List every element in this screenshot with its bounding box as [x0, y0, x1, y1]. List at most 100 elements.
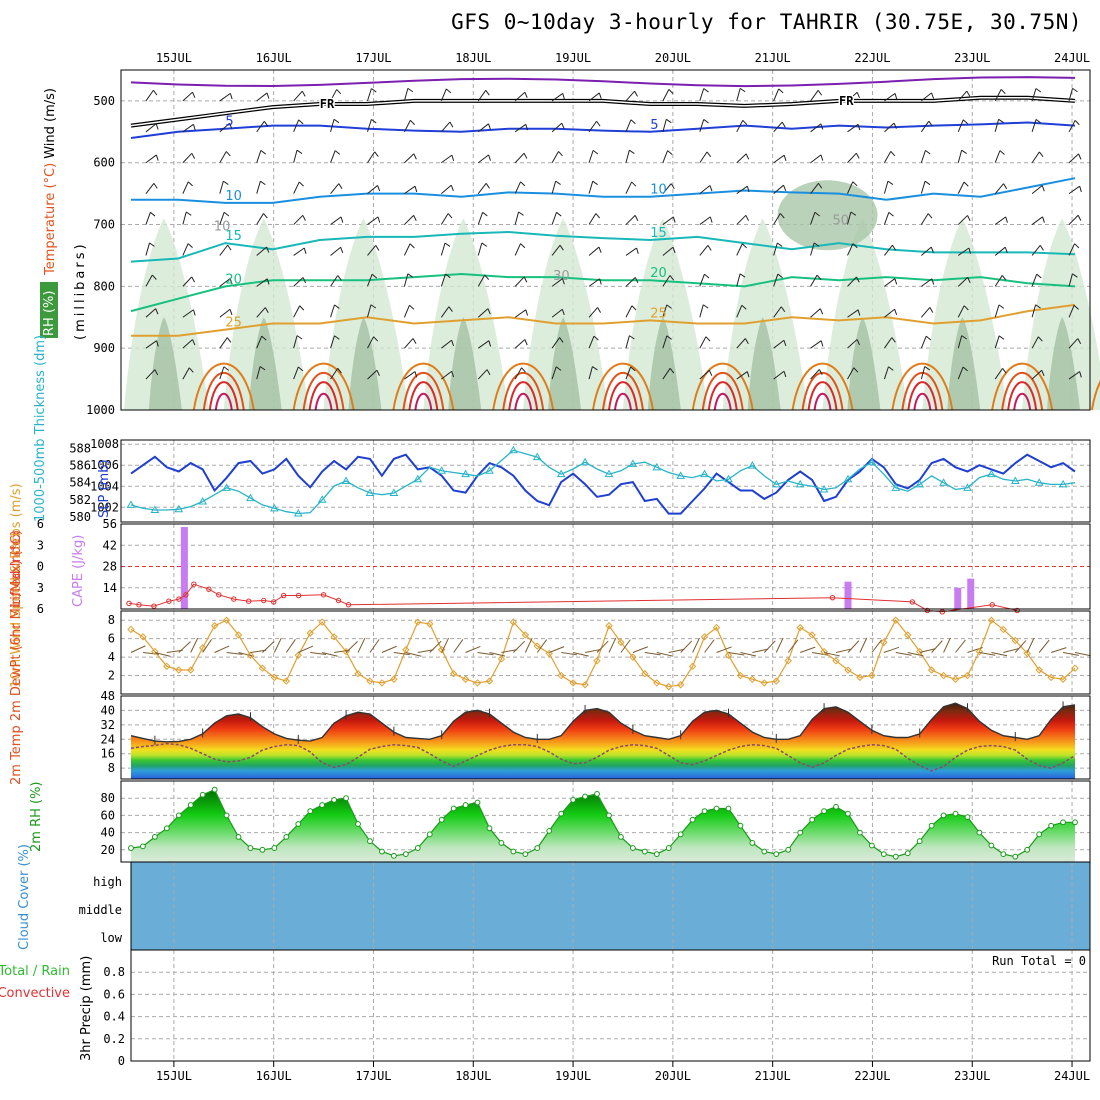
warm-isotherm-plume	[1090, 380, 1100, 411]
wind-barb-flag	[703, 119, 709, 124]
wind-barb	[588, 366, 593, 380]
wind-barb	[182, 211, 187, 225]
rh-point	[916, 838, 923, 845]
wind-barb	[403, 88, 409, 102]
warm-isotherm-plume	[402, 371, 445, 411]
rh-contour-label: 30	[553, 269, 570, 284]
wind-barb-flag	[229, 93, 233, 100]
wind-barb	[145, 154, 157, 164]
rh-shading-dense	[947, 317, 981, 410]
wind-barb	[256, 120, 265, 133]
wind-barb	[403, 305, 410, 318]
wind-barb-flag	[185, 211, 192, 216]
wind-barb-flag	[413, 215, 417, 221]
rh-shading-dense	[847, 317, 881, 410]
temp-tick-label: 48	[101, 689, 115, 703]
wind-barb-flag	[223, 211, 230, 217]
wind-speed-point	[1023, 649, 1031, 658]
wind-barb	[477, 242, 483, 256]
wind-barb	[256, 213, 264, 225]
wind-barb	[662, 335, 668, 349]
wind-barb-flag	[595, 213, 601, 219]
wind-barb	[256, 335, 263, 349]
wind-barb-flag	[414, 371, 418, 378]
wind-barb	[810, 154, 822, 164]
wind-barb	[145, 274, 153, 287]
wind-barb-flag	[813, 242, 820, 247]
rh-point	[474, 799, 481, 806]
wind-barb-flag	[302, 215, 306, 221]
wind-speed-point	[904, 631, 912, 639]
wind-barb-flag	[336, 89, 342, 95]
rh-point	[701, 808, 708, 814]
wind-barb-flag	[707, 245, 712, 251]
wind-barb	[477, 340, 490, 349]
wind-speed-point	[712, 623, 721, 632]
rh-point	[821, 808, 827, 814]
thickness-point	[843, 474, 853, 483]
wind-barb	[847, 152, 857, 164]
wind-barb-flag	[413, 153, 417, 160]
isotherm-label: 25	[650, 306, 667, 321]
wind-barb-flag	[744, 338, 749, 344]
rh-point	[1012, 853, 1019, 860]
wind-barb-flag	[371, 273, 378, 279]
wind-barb-flag	[630, 119, 636, 125]
date-label-bottom: 21JUL	[755, 1069, 791, 1083]
wind-speed-point	[461, 675, 470, 683]
wind-barb	[699, 119, 705, 132]
wind-barb	[847, 91, 858, 102]
wind-speed-point	[222, 616, 231, 624]
warm-isotherm-plume	[202, 371, 245, 411]
wind-speed-point	[1071, 664, 1079, 672]
rh-shading	[523, 218, 609, 410]
isotherm-label: 20	[225, 272, 242, 287]
warm-isotherm-plume	[514, 392, 533, 411]
rh-point	[928, 822, 935, 829]
wind-barb	[145, 212, 151, 225]
wind-barb	[182, 181, 189, 194]
wind-barb	[182, 339, 193, 349]
surface-wind-barb	[632, 646, 648, 653]
precip-total-rain-label: Total / Rain	[0, 964, 70, 979]
precip-tick-label: 0.4	[103, 1010, 125, 1024]
warm-isotherm-plume	[691, 362, 754, 411]
wind-barb	[330, 275, 339, 287]
rh-point	[223, 812, 230, 819]
wind-barb-flag	[820, 123, 824, 130]
wind-barb	[625, 181, 633, 194]
wind-barb-flag	[998, 118, 1004, 124]
wind-barb-flag	[259, 366, 266, 371]
slp-line	[130, 453, 1076, 515]
thickness-tick-label: 582	[69, 493, 91, 507]
wind-barb-flag	[298, 119, 304, 125]
thickness-point	[1058, 479, 1068, 488]
rh-point	[1024, 846, 1031, 853]
wind-barb	[1031, 119, 1037, 132]
cape-tick-label: 28	[103, 560, 117, 574]
cape-bar	[954, 587, 962, 609]
li-tick-label: 6	[37, 517, 44, 531]
wind-barb	[920, 213, 929, 225]
wind-speed-point	[497, 655, 506, 663]
wind-barb-flag	[667, 150, 673, 155]
warm-isotherm-plume	[502, 371, 545, 411]
rh-tick-label: 60	[101, 808, 115, 822]
warm-isotherm-plume	[308, 381, 339, 411]
wind-barb-flag	[1079, 186, 1082, 193]
warm-isotherm-plume	[492, 362, 555, 411]
wind-barb-flag	[1036, 273, 1042, 279]
wind-barb	[440, 121, 451, 133]
wind-barb	[847, 123, 859, 133]
date-label-bottom: 23JUL	[954, 1069, 990, 1083]
wind-barb-flag	[669, 275, 675, 281]
wind-barb	[293, 90, 303, 102]
li-tick-label: 3	[37, 538, 44, 552]
wind-barb-flag	[814, 211, 820, 217]
wind-barb-flag	[193, 124, 196, 131]
wind-barb-flag	[856, 276, 860, 283]
thickness-point	[1010, 476, 1020, 484]
wind-barb	[662, 304, 668, 318]
wind-barb-flag	[741, 243, 747, 249]
wind-barb-flag	[340, 247, 344, 254]
